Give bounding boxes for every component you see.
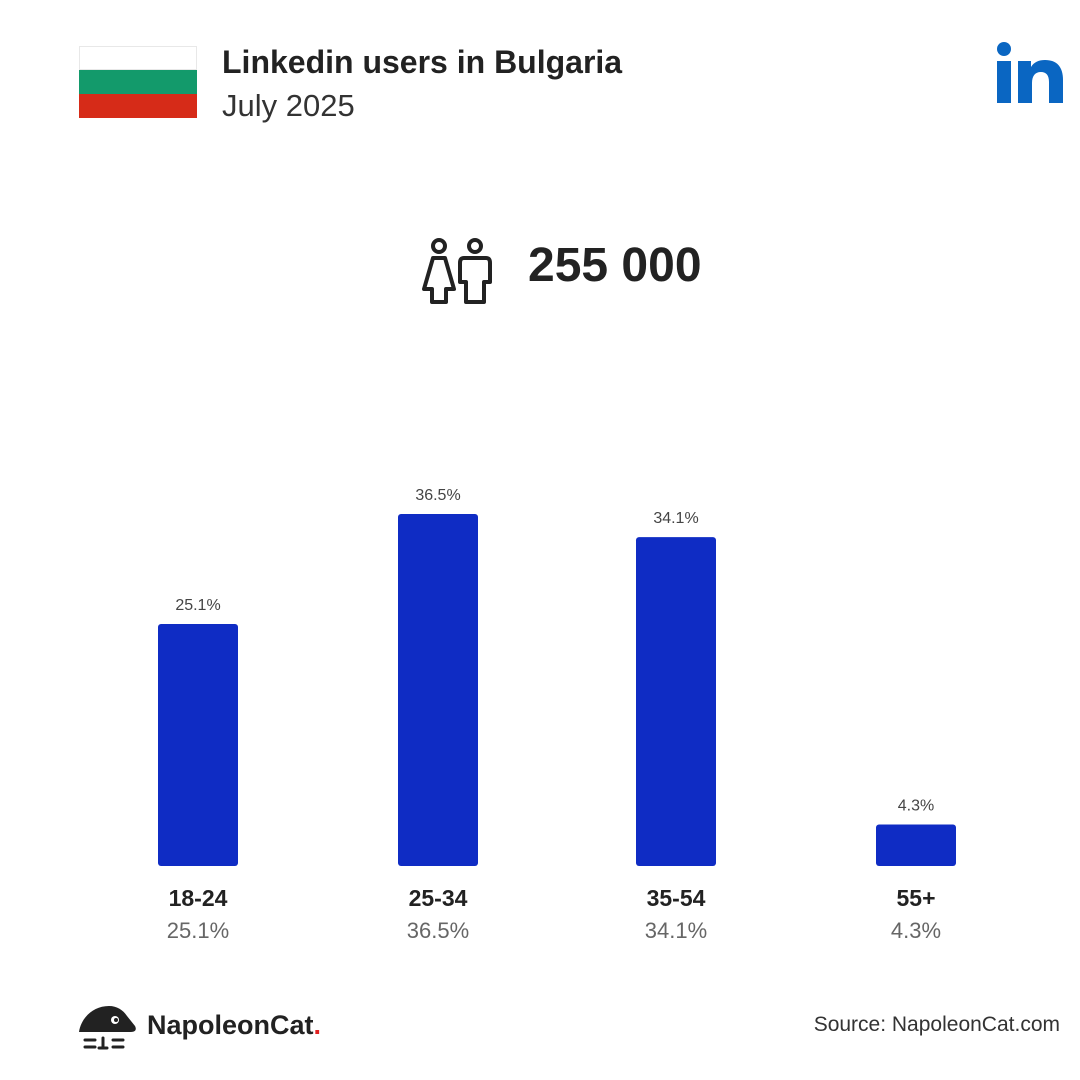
bar-18-24 <box>158 623 238 866</box>
category-percent: 36.5% <box>407 918 469 943</box>
bar-value-label: 25.1% <box>175 597 220 614</box>
category-label: 25-34 <box>409 885 468 911</box>
category-percent: 25.1% <box>167 918 229 943</box>
bar-value-label: 4.3% <box>898 798 934 815</box>
bar-value-label: 34.1% <box>653 510 698 527</box>
brand-dot: . <box>313 1010 322 1040</box>
napoleoncat-icon <box>79 1006 136 1050</box>
users-icon <box>422 238 492 304</box>
brand-name: NapoleonCat. <box>147 1010 321 1041</box>
bulgaria-flag <box>79 46 197 118</box>
total-users: 255 000 <box>528 239 702 292</box>
source-text: Source: NapoleonCat.com <box>813 1013 1060 1036</box>
category-percent: 34.1% <box>645 918 707 943</box>
flag-stripe-green <box>79 70 197 94</box>
flag-stripe-red <box>79 94 197 118</box>
bar-35-54 <box>636 537 716 866</box>
category-label: 35-54 <box>647 885 706 911</box>
page-title: Linkedin users in Bulgaria <box>222 44 623 80</box>
bar-25-34 <box>398 514 478 866</box>
flag-stripe-white <box>79 46 197 70</box>
category-percent: 4.3% <box>891 918 941 943</box>
bar-value-label: 36.5% <box>415 487 460 504</box>
bar-55+ <box>876 824 956 866</box>
category-label: 55+ <box>896 885 935 911</box>
category-label: 18-24 <box>169 885 228 911</box>
linkedin-icon <box>997 42 1063 103</box>
brand-name-text: NapoleonCat <box>147 1010 314 1040</box>
page-subtitle: July 2025 <box>222 88 355 123</box>
